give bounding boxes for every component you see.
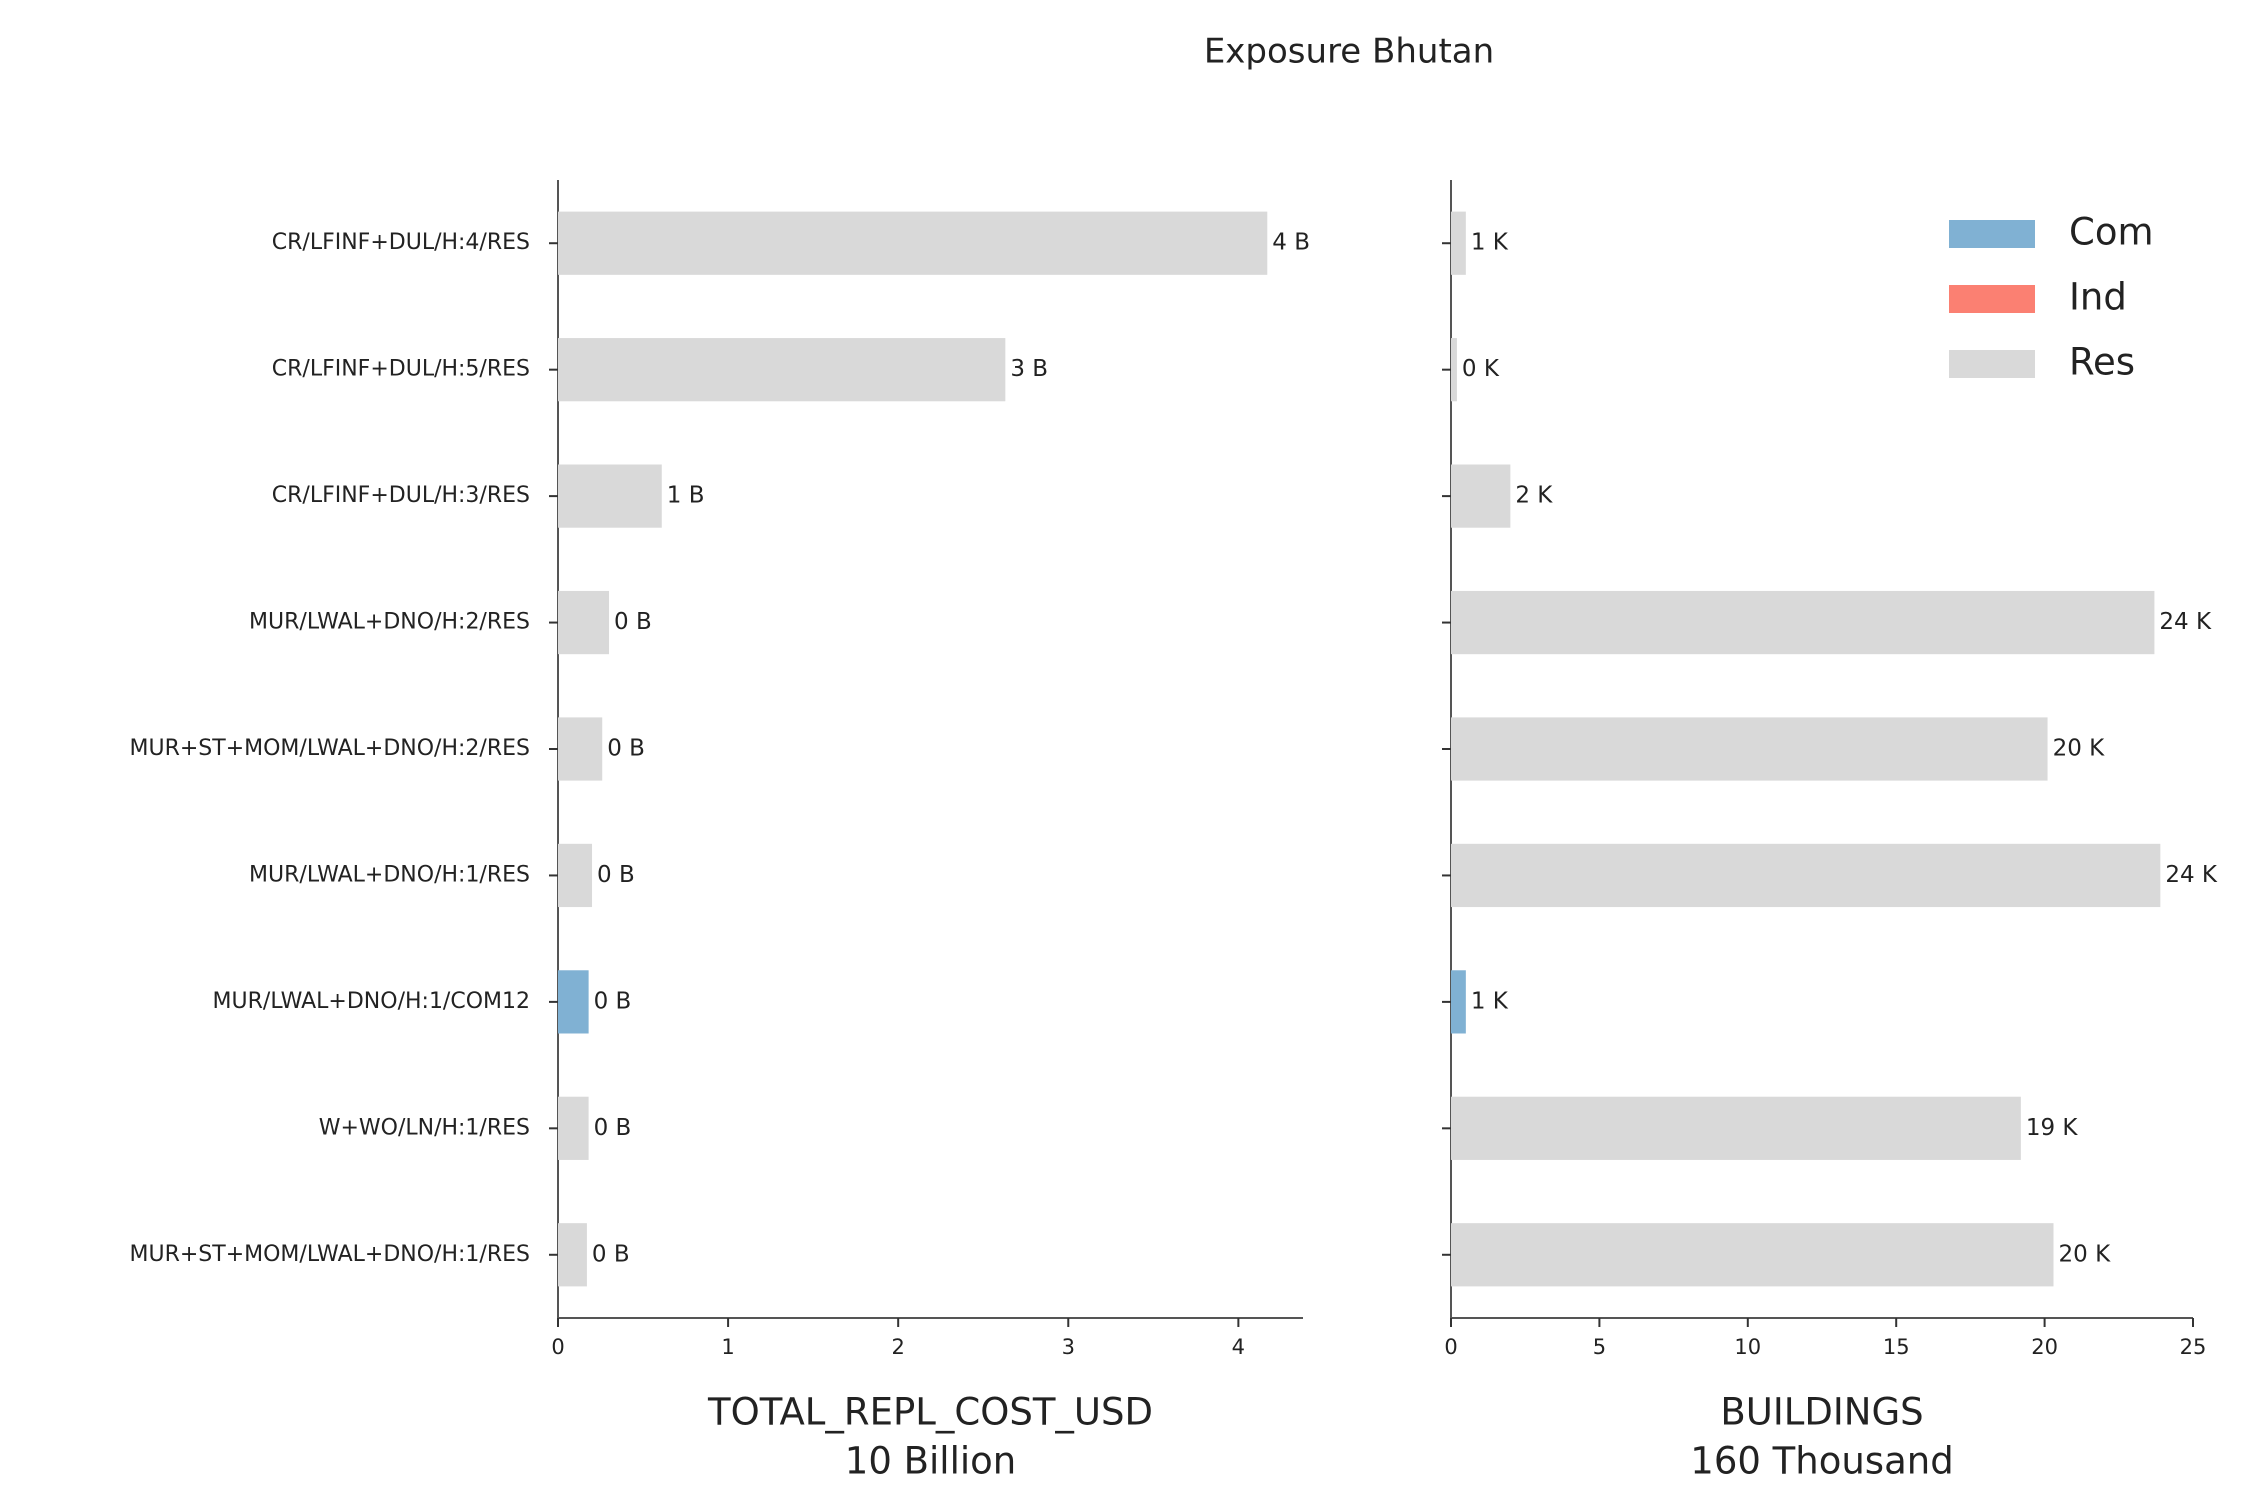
x-tick-label: 3 bbox=[1062, 1335, 1075, 1359]
bar bbox=[1451, 1096, 2021, 1160]
bar bbox=[558, 211, 1268, 275]
bar bbox=[558, 464, 662, 528]
value-label: 0 K bbox=[1462, 356, 1500, 382]
bar bbox=[1451, 590, 2155, 655]
y-tick-label: MUR+ST+MOM/LWAL+DNO/H:2/RES bbox=[129, 736, 530, 761]
value-label: 24 K bbox=[2159, 609, 2212, 635]
value-label: 0 B bbox=[592, 1241, 630, 1267]
x-axis-unit: 160 Thousand bbox=[1690, 1440, 1953, 1483]
y-tick-label: W+WO/LN/H:1/RES bbox=[319, 1115, 530, 1140]
bar bbox=[1451, 717, 2048, 781]
bar bbox=[558, 1096, 589, 1160]
bar bbox=[558, 970, 589, 1034]
y-tick-label: MUR/LWAL+DNO/H:1/RES bbox=[249, 862, 530, 887]
value-label: 0 B bbox=[614, 609, 652, 635]
bar bbox=[1451, 970, 1466, 1034]
value-label: 1 K bbox=[1471, 230, 1509, 256]
y-tick-label: CR/LFINF+DUL/H:4/RES bbox=[272, 230, 530, 255]
y-tick-label: MUR/LWAL+DNO/H:1/COM12 bbox=[213, 989, 530, 1014]
bar bbox=[1451, 211, 1466, 275]
value-label: 0 B bbox=[607, 736, 645, 762]
bar bbox=[1451, 464, 1511, 528]
value-label: 0 B bbox=[597, 862, 635, 888]
bar bbox=[558, 590, 610, 655]
bar bbox=[558, 843, 593, 908]
legend-label: Res bbox=[2069, 341, 2135, 384]
bar bbox=[1451, 338, 1457, 402]
x-tick-label: 0 bbox=[551, 1335, 564, 1359]
value-label: 20 K bbox=[2053, 736, 2106, 762]
value-label: 0 B bbox=[594, 1115, 632, 1141]
legend-swatch bbox=[1949, 220, 2035, 248]
y-tick-label: MUR+ST+MOM/LWAL+DNO/H:1/RES bbox=[129, 1242, 530, 1267]
value-label: 1 B bbox=[667, 483, 705, 509]
value-label: 20 K bbox=[2059, 1241, 2112, 1267]
x-tick-label: 4 bbox=[1232, 1335, 1245, 1359]
x-tick-label: 15 bbox=[1883, 1335, 1910, 1359]
legend-swatch bbox=[1949, 285, 2035, 313]
x-axis-label: TOTAL_REPL_COST_USD bbox=[707, 1391, 1153, 1434]
value-label: 3 B bbox=[1010, 356, 1048, 382]
bar bbox=[1451, 843, 2161, 908]
value-label: 19 K bbox=[2026, 1115, 2079, 1141]
value-label: 1 K bbox=[1471, 988, 1509, 1014]
x-tick-label: 0 bbox=[1444, 1335, 1457, 1359]
x-tick-label: 1 bbox=[721, 1335, 734, 1359]
value-label: 4 B bbox=[1272, 230, 1310, 256]
figure-title: Exposure Bhutan bbox=[1204, 32, 1494, 72]
bar bbox=[558, 338, 1006, 402]
y-tick-label: CR/LFINF+DUL/H:3/RES bbox=[272, 483, 530, 508]
x-tick-label: 20 bbox=[2031, 1335, 2058, 1359]
y-tick-label: CR/LFINF+DUL/H:5/RES bbox=[272, 357, 530, 382]
bar bbox=[558, 1223, 587, 1287]
legend-swatch bbox=[1949, 350, 2035, 378]
y-tick-label: MUR/LWAL+DNO/H:2/RES bbox=[249, 610, 530, 635]
value-label: 24 K bbox=[2165, 862, 2218, 888]
bar bbox=[1451, 1223, 2054, 1287]
legend-label: Com bbox=[2069, 211, 2154, 254]
bar bbox=[558, 717, 603, 781]
x-tick-label: 10 bbox=[1734, 1335, 1761, 1359]
legend-label: Ind bbox=[2069, 276, 2127, 319]
x-axis-label: BUILDINGS bbox=[1720, 1391, 1923, 1434]
value-label: 0 B bbox=[594, 988, 632, 1014]
x-tick-label: 5 bbox=[1593, 1335, 1606, 1359]
x-tick-label: 25 bbox=[2180, 1335, 2207, 1359]
x-axis-unit: 10 Billion bbox=[845, 1440, 1016, 1483]
value-label: 2 K bbox=[1515, 483, 1553, 509]
x-tick-label: 2 bbox=[891, 1335, 904, 1359]
